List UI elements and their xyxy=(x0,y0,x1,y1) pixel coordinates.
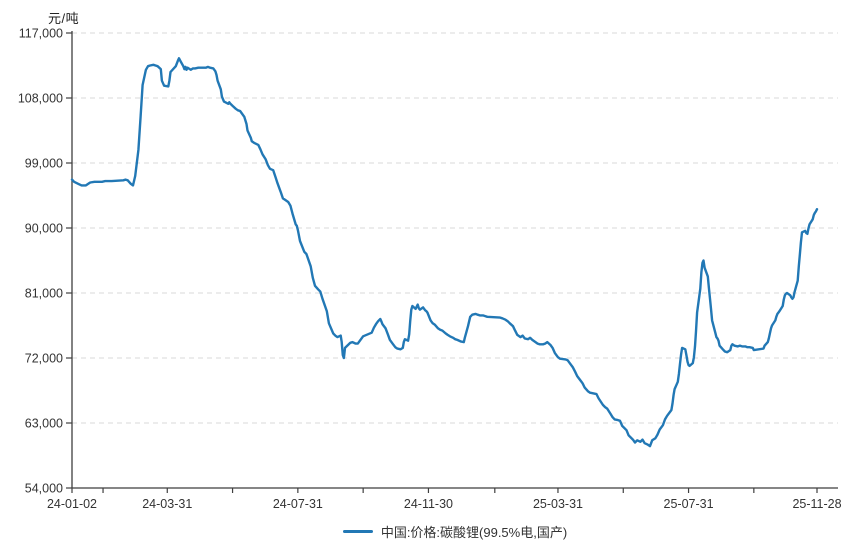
x-tick-label: 24-03-31 xyxy=(142,497,192,511)
y-tick-label: 54,000 xyxy=(25,482,63,496)
y-tick-label: 117,000 xyxy=(19,27,63,41)
y-tick-label: 63,000 xyxy=(25,417,63,431)
x-tick-label: 25-07-31 xyxy=(664,497,714,511)
y-tick-label: 72,000 xyxy=(25,352,63,366)
x-tick-label: 25-03-31 xyxy=(533,497,583,511)
x-tick-label: 24-01-02 xyxy=(47,497,97,511)
legend-line-swatch xyxy=(342,530,373,533)
x-tick-label: 24-11-30 xyxy=(404,497,453,511)
x-tick-label: 24-07-31 xyxy=(273,497,323,511)
y-tick-label: 99,000 xyxy=(25,157,63,171)
price-line-series xyxy=(70,57,819,448)
y-tick-label: 81,000 xyxy=(25,287,63,301)
legend-series-label: 中国:价格:碳酸锂(99.5%电,国产) xyxy=(380,525,568,540)
y-axis-unit-label: 元/吨 xyxy=(48,11,80,26)
chart-legend: 中国:价格:碳酸锂(99.5%电,国产) xyxy=(72,522,838,541)
legend-item-lithium-carbonate[interactable]: 中国:价格:碳酸锂(99.5%电,国产) xyxy=(342,522,568,541)
y-tick-label: 90,000 xyxy=(25,222,63,236)
x-tick-label: 25-11-28 xyxy=(792,497,841,511)
y-tick-label: 108,000 xyxy=(18,92,63,106)
